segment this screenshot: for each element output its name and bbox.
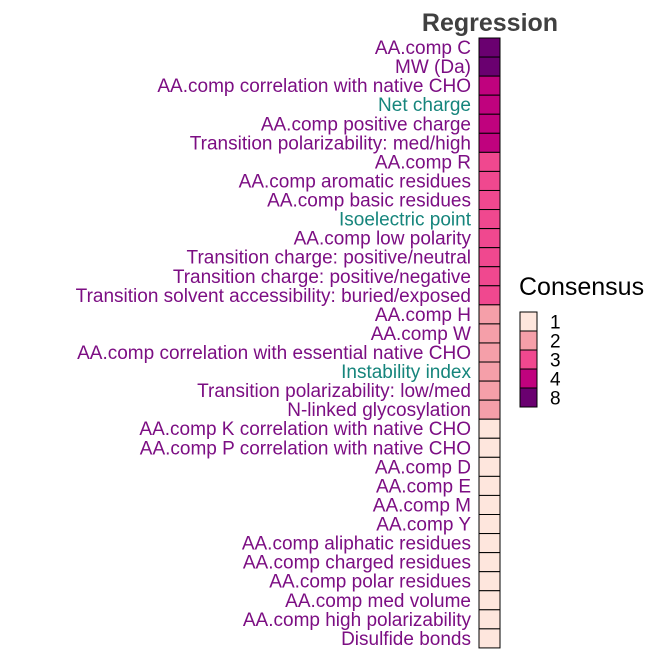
heatmap-cell [478, 628, 501, 649]
heatmap-cell [478, 75, 501, 96]
heatmap-cell [478, 609, 501, 630]
legend-label: 3 [550, 351, 561, 372]
row-label: AA.comp correlation with native CHO [157, 76, 471, 97]
heatmap-cell [478, 113, 501, 134]
legend-swatch [519, 387, 538, 408]
legend-title: Consensus [519, 273, 644, 301]
heatmap-cell [478, 304, 501, 325]
legend-label: 2 [550, 332, 561, 353]
row-label: AA.comp aromatic residues [239, 171, 471, 192]
legend-label: 8 [550, 389, 561, 410]
row-label: Disulfide bonds [341, 629, 471, 650]
row-label: AA.comp low polarity [294, 229, 472, 250]
heatmap-cell [478, 266, 501, 287]
heatmap-cell [478, 418, 501, 439]
chart-title: Regression [422, 9, 558, 37]
heatmap-cell [478, 456, 501, 477]
heatmap-cell [478, 361, 501, 382]
heatmap-cell [478, 189, 501, 211]
row-label: AA.comp positive charge [261, 114, 471, 135]
row-label: AA.comp R [375, 152, 471, 173]
row-label: Transition solvent accessibility: buried… [76, 286, 471, 307]
row-label: MW (Da) [395, 57, 471, 78]
row-label: Isoelectric point [339, 210, 472, 231]
heatmap-cell [478, 170, 501, 191]
heatmap-cell [478, 380, 501, 401]
heatmap-cell [478, 37, 501, 58]
row-label: AA.comp W [371, 324, 471, 345]
legend-label: 4 [550, 370, 561, 391]
row-label: AA.comp charged residues [243, 553, 471, 574]
heatmap-cell [478, 552, 501, 573]
row-label: AA.comp C [375, 38, 471, 59]
row-label: AA.comp aliphatic residues [242, 534, 471, 555]
row-label: AA.comp E [376, 476, 471, 497]
heatmap-cell [478, 399, 501, 420]
heatmap-cell [478, 437, 501, 458]
row-label: AA.comp basic residues [267, 191, 471, 212]
heatmap-cell [478, 247, 501, 268]
legend-swatch [519, 330, 538, 351]
row-label: Transition charge: positive/negative [173, 267, 471, 288]
heatmap-cell [478, 151, 501, 172]
heatmap-cell [478, 494, 501, 516]
heatmap-cell [478, 533, 501, 554]
row-label: N-linked glycosylation [287, 400, 471, 421]
row-label: AA.comp polar residues [269, 572, 471, 593]
legend-swatch [519, 349, 538, 370]
row-label: AA.comp high polarizability [243, 610, 472, 631]
row-label: Instability index [341, 362, 471, 383]
row-label: Transition polarizability: low/med [197, 381, 471, 402]
heatmap-rows: AA.comp CMW (Da)AA.comp correlation with… [76, 37, 501, 650]
row-label: AA.comp K correlation with native CHO [139, 419, 471, 440]
heatmap-cell [478, 132, 501, 153]
row-label: AA.comp H [375, 305, 471, 326]
legend-swatch [519, 311, 538, 332]
heatmap-cell [478, 56, 501, 77]
heatmap-cell [478, 475, 501, 496]
heatmap-cell [478, 323, 501, 344]
heatmap-cell [478, 571, 501, 592]
row-label: AA.comp correlation with essential nativ… [77, 343, 471, 364]
row-label: Net charge [378, 95, 471, 116]
legend-swatch [519, 368, 538, 389]
row-label: AA.comp M [373, 495, 471, 516]
row-label: Transition polarizability: med/high [190, 133, 471, 154]
heatmap-cell [478, 590, 501, 611]
heatmap-cell [478, 285, 501, 306]
row-label: AA.comp med volume [285, 591, 471, 612]
row-label: AA.comp P correlation with native CHO [140, 438, 471, 459]
heatmap-cell [478, 228, 501, 249]
row-label: Transition charge: positive/neutral [187, 248, 471, 269]
heatmap-cell [478, 342, 501, 363]
legend-label: 1 [550, 313, 561, 334]
heatmap-cell [478, 94, 501, 115]
heatmap-cell [478, 514, 501, 535]
row-label: AA.comp D [375, 457, 471, 478]
row-label: AA.comp Y [376, 515, 471, 536]
heatmap-cell [478, 209, 501, 230]
